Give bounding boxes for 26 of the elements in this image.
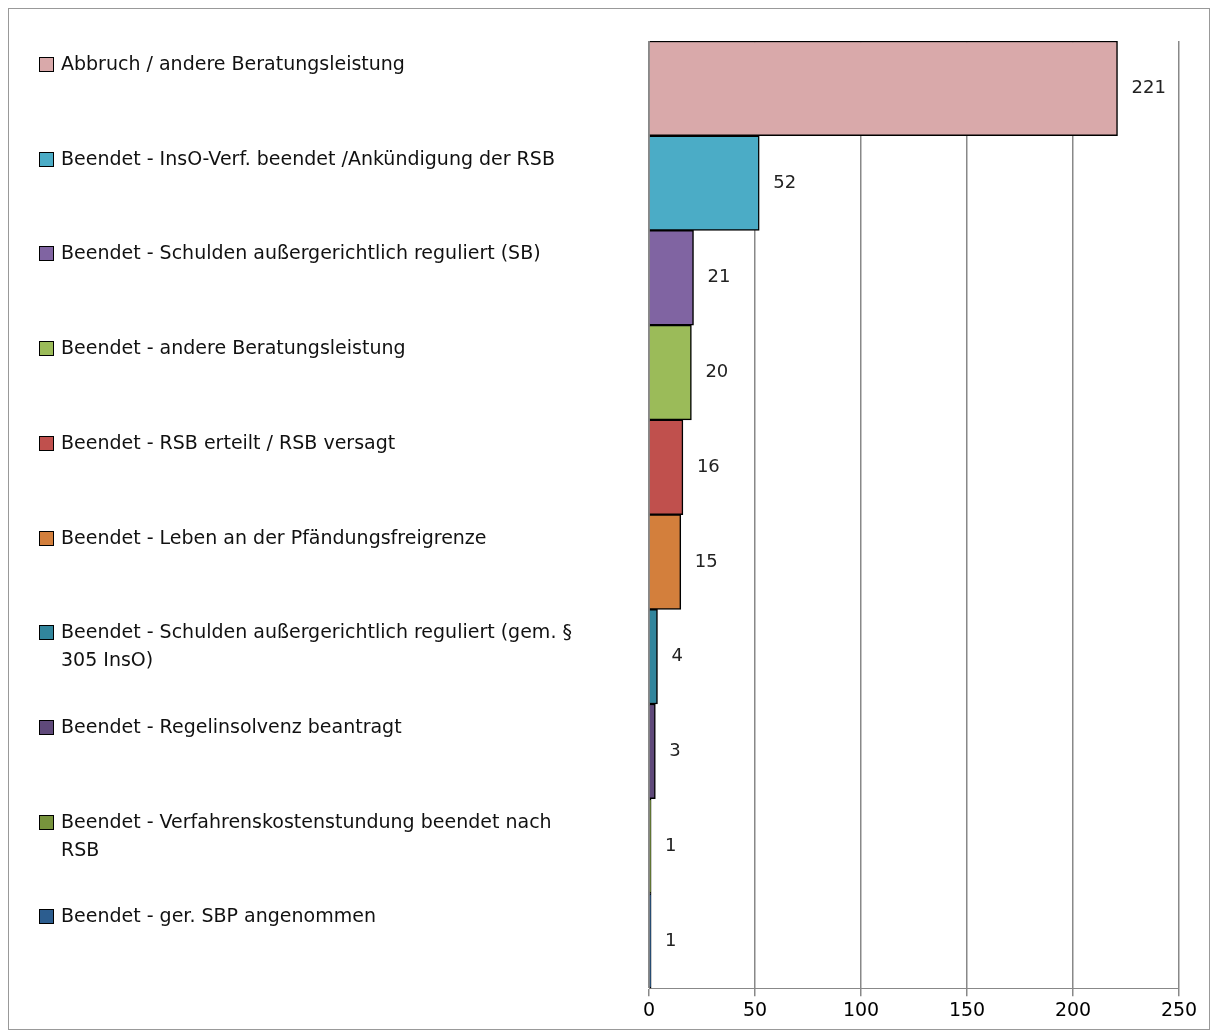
legend-label: Beendet - Leben an der Pfändungsfreigrenze [61,524,487,550]
legend-label: Beendet - ger. SBP angenommen [61,903,376,929]
data-label: 4 [671,644,683,666]
data-label: 21 [707,265,731,287]
x-tick-label: 50 [742,997,768,1020]
data-label: 52 [773,170,797,192]
data-label: 15 [694,549,718,571]
legend-label: Beendet - InsO-Verf. beendet /Ankündigung der RSB [61,145,555,171]
data-label: 20 [705,360,729,382]
x-tick-label: 100 [842,997,880,1020]
data-label: 1 [665,833,677,855]
data-label: 3 [669,739,681,761]
legend-label: Beendet - Verfahrenskostenstundung beendet nach RSB [61,808,553,862]
x-tick-label: 200 [1054,997,1092,1020]
x-tick-label: 150 [948,997,986,1020]
x-tick-label: 250 [1160,997,1198,1020]
x-tick-label: 0 [642,997,656,1020]
data-label: 221 [1131,76,1166,98]
legend-label: Beendet - Schulden außergerichtlich reguliert (SB) [61,240,541,266]
legend-label: Abbruch / andere Beratungsleistung [61,51,405,76]
data-label: 16 [696,454,720,476]
data-label: 1 [665,928,677,950]
legend-label: Beendet - Regelinsolvenz beantragt [61,714,402,740]
legend-label: Beendet - Schulden außergerichtlich reguliert (gem. § 305 InsO) [61,619,573,673]
legend-label: Beendet - andere Beratungsleistung [61,335,406,361]
legend-label: Beendet - RSB erteilt / RSB versagt [61,429,396,455]
